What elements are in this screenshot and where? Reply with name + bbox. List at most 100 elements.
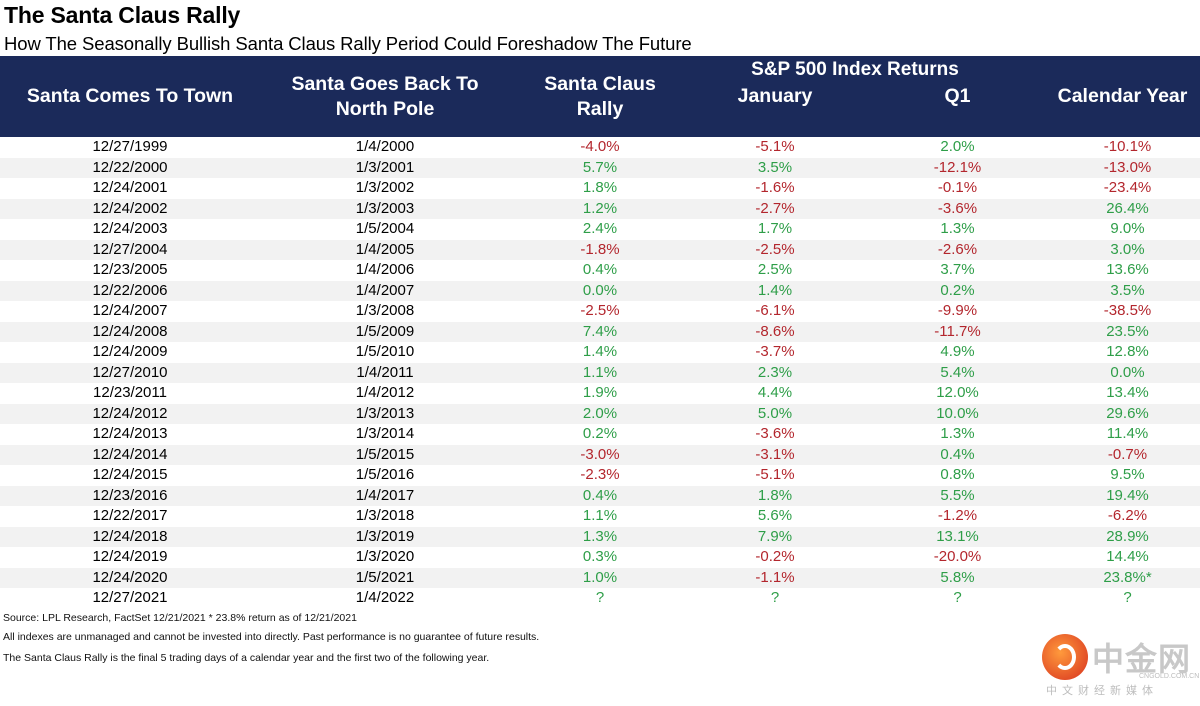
col-header-january: January bbox=[690, 56, 860, 137]
cell-rally: 5.7% bbox=[510, 157, 690, 178]
col-header-label: Q1 bbox=[944, 85, 971, 107]
table-row: 12/23/2011 1/4/2012 1.9% 4.4% 12.0% 13.4% bbox=[0, 383, 1200, 404]
cell-calendar-year: 19.4% bbox=[1055, 485, 1200, 506]
cell-q1: 4.9% bbox=[940, 343, 975, 360]
cell-q1: 0.4% bbox=[860, 444, 1055, 465]
cell-calendar-year: 23.8%* bbox=[1055, 567, 1200, 588]
cell-january: 1.7% bbox=[757, 220, 793, 237]
cell-end-date: 1/4/2006 bbox=[355, 261, 415, 278]
cell-start-date: 12/24/2001 bbox=[92, 179, 168, 196]
cell-calendar-year: 11.4% bbox=[1106, 425, 1149, 442]
table-row: 12/24/2013 1/3/2014 0.2% -3.6% 1.3% 11.4% bbox=[0, 424, 1200, 445]
cell-end-date: 1/5/2016 bbox=[355, 466, 415, 483]
cell-end-date: 1/4/2017 bbox=[260, 485, 510, 506]
col-header-rally: Santa Claus Rally bbox=[510, 56, 690, 137]
watermark-logo: 中金网 CNGOLD.COM.CN 中文财经新媒体 bbox=[1042, 634, 1199, 698]
cell-calendar-year: -6.2% bbox=[1107, 507, 1148, 524]
cell-january: -1.6% bbox=[755, 179, 795, 196]
cell-end-date: 1/3/2020 bbox=[355, 548, 415, 565]
cell-rally: 2.0% bbox=[510, 403, 690, 424]
cell-january: 5.0% bbox=[690, 403, 860, 424]
cell-calendar-year: 0.0% bbox=[1055, 362, 1200, 383]
cell-start-date: 12/22/2006 bbox=[0, 280, 260, 301]
cell-calendar-year: 9.5% bbox=[1110, 466, 1145, 483]
cell-calendar-year: 26.4% bbox=[1055, 198, 1200, 219]
cell-rally: -2.3% bbox=[580, 466, 620, 483]
cell-rally: 1.1% bbox=[582, 507, 618, 524]
cell-q1: -2.6% bbox=[860, 239, 1055, 260]
cell-calendar-year: 3.0% bbox=[1055, 239, 1200, 260]
cell-january: ? bbox=[770, 589, 780, 606]
table-row: 12/22/2006 1/4/2007 0.0% 1.4% 0.2% 3.5% bbox=[0, 280, 1200, 301]
cell-end-date: 1/3/2013 bbox=[260, 403, 510, 424]
cell-january: 5.6% bbox=[757, 507, 793, 524]
cell-january: -0.2% bbox=[755, 548, 795, 565]
cell-start-date: 12/27/2021 bbox=[92, 589, 168, 606]
cell-q1: 2.0% bbox=[940, 138, 975, 155]
col-header-label: Santa Claus Rally bbox=[544, 72, 656, 120]
cell-end-date: 1/4/2005 bbox=[260, 239, 510, 260]
cell-january: 2.5% bbox=[757, 261, 793, 278]
cell-q1: 0.2% bbox=[860, 280, 1055, 301]
table-row: 12/27/1999 1/4/2000 -4.0% -5.1% 2.0% -10.1% bbox=[0, 137, 1200, 158]
cell-q1: 5.5% bbox=[860, 485, 1055, 506]
cell-q1: -1.2% bbox=[937, 507, 978, 524]
cell-start-date: 12/24/2003 bbox=[92, 220, 168, 237]
cell-start-date: 12/24/2018 bbox=[0, 526, 260, 547]
cell-rally: -1.8% bbox=[510, 239, 690, 260]
cell-q1: -12.1% bbox=[860, 157, 1055, 178]
footnote-source: Source: LPL Research, FactSet 12/21/2021… bbox=[3, 612, 357, 624]
cell-calendar-year: 3.5% bbox=[1055, 280, 1200, 301]
cell-end-date: 1/5/2010 bbox=[355, 343, 415, 360]
cell-rally: 0.0% bbox=[510, 280, 690, 301]
cell-rally: 1.8% bbox=[582, 179, 618, 196]
page-subtitle: How The Seasonally Bullish Santa Claus R… bbox=[4, 33, 692, 54]
cell-end-date: 1/3/2003 bbox=[260, 198, 510, 219]
cell-start-date: 12/24/2013 bbox=[92, 425, 168, 442]
col-header-label: January bbox=[737, 85, 813, 107]
cell-rally: 1.0% bbox=[510, 567, 690, 588]
table-row: 12/27/2021 1/4/2022???? bbox=[0, 588, 1200, 609]
cell-start-date: 12/24/2008 bbox=[0, 321, 260, 342]
cell-q1: 1.3% bbox=[940, 425, 975, 442]
cell-rally: 0.4% bbox=[510, 485, 690, 506]
cell-end-date: 1/5/2015 bbox=[260, 444, 510, 465]
cell-end-date: 1/4/2011 bbox=[260, 362, 510, 383]
cell-q1: -9.9% bbox=[937, 302, 978, 319]
cell-q1: -20.0% bbox=[933, 548, 982, 565]
cell-q1: 1.3% bbox=[940, 220, 975, 237]
cell-end-date: 1/3/2001 bbox=[260, 157, 510, 178]
cell-end-date: 1/3/2019 bbox=[260, 526, 510, 547]
cell-january: -1.1% bbox=[690, 567, 860, 588]
cell-january: -2.7% bbox=[690, 198, 860, 219]
cell-january: -3.6% bbox=[755, 425, 795, 442]
cell-january: 2.3% bbox=[690, 362, 860, 383]
cell-rally: 1.2% bbox=[510, 198, 690, 219]
cell-end-date: 1/3/2014 bbox=[355, 425, 415, 442]
cell-calendar-year: -10.1% bbox=[1103, 138, 1152, 155]
cell-q1: 0.8% bbox=[940, 466, 975, 483]
cell-q1: 5.8% bbox=[860, 567, 1055, 588]
cell-rally: -2.5% bbox=[580, 302, 620, 319]
col-header-santa-comes: Santa Comes To Town bbox=[0, 56, 260, 137]
table-row: 12/27/2010 1/4/2011 1.1% 2.3% 5.4% 0.0% bbox=[0, 362, 1200, 383]
cngold-logo-icon bbox=[1042, 634, 1088, 680]
table-row: 12/22/2000 1/3/2001 5.7% 3.5% -12.1% -13.0% bbox=[0, 157, 1200, 178]
cell-start-date: 12/24/2009 bbox=[92, 343, 168, 360]
page-title: The Santa Claus Rally bbox=[4, 2, 241, 28]
cell-start-date: 12/24/2012 bbox=[0, 403, 260, 424]
cell-q1: 13.1% bbox=[860, 526, 1055, 547]
group-label: S&P 500 Index Returns bbox=[751, 59, 959, 80]
col-header-label: Calendar Year bbox=[1057, 85, 1188, 107]
cell-q1: -11.7% bbox=[860, 321, 1055, 342]
cell-rally: -3.0% bbox=[510, 444, 690, 465]
cell-start-date: 12/24/2002 bbox=[0, 198, 260, 219]
table-row: 12/24/2002 1/3/2003 1.2% -2.7% -3.6% 26.4% bbox=[0, 198, 1200, 219]
cell-rally: 1.4% bbox=[582, 343, 618, 360]
cell-january: 1.4% bbox=[690, 280, 860, 301]
cell-rally: 0.4% bbox=[582, 261, 618, 278]
cell-calendar-year: 9.0% bbox=[1110, 220, 1145, 237]
table-row: 12/27/2004 1/4/2005 -1.8% -2.5% -2.6% 3.0% bbox=[0, 239, 1200, 260]
col-header-calendar-year: Calendar Year bbox=[1045, 56, 1200, 137]
cell-rally: 0.3% bbox=[582, 548, 618, 565]
